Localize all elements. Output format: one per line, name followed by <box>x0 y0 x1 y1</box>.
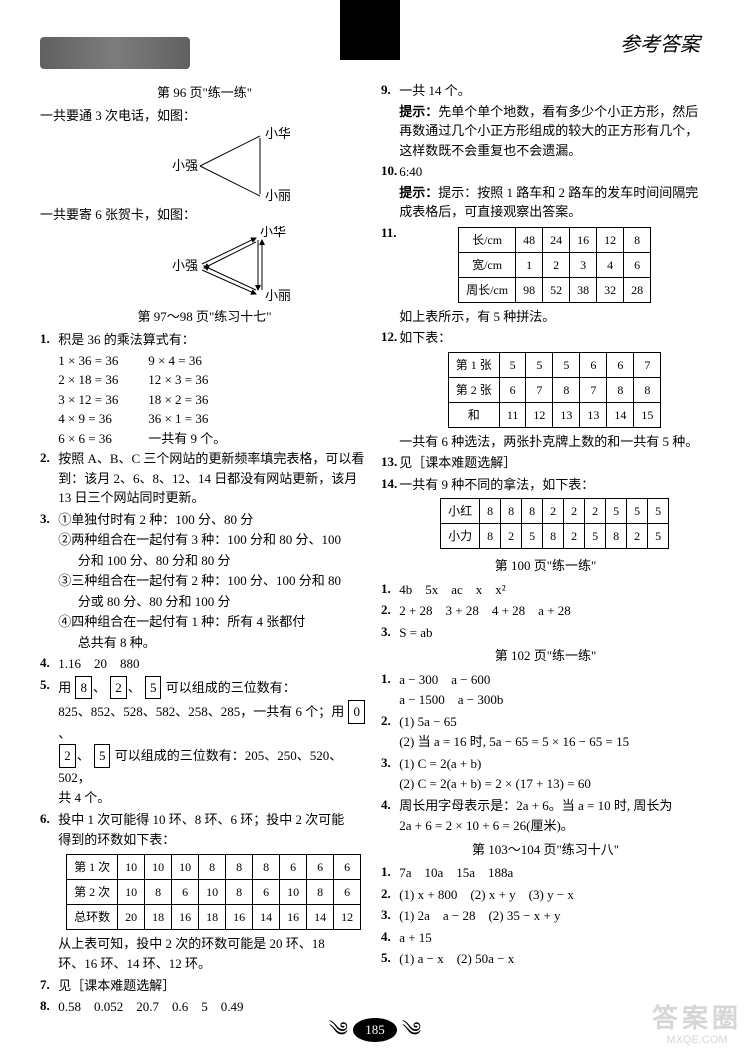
q7-text: 见［课本难题选解］ <box>58 976 369 996</box>
q10-hint: 提示：提示：按照 1 路车和 2 路车的发车时间间隔完成表格后，可直接观察出答案… <box>399 183 710 222</box>
q10-text: 6:40 <box>399 162 710 182</box>
svg-text:小丽: 小丽 <box>265 288 290 303</box>
q12-table: 第 1 张555667第 2 张678788和111213131415 <box>448 352 662 428</box>
q3-3b: 分或 80 分、80 分和 100 分 <box>58 592 369 612</box>
q6b: 得到的环数如下表： <box>58 830 369 850</box>
s100-1: 1.4b 5x ac x x² <box>381 579 710 601</box>
flourish-right-icon: ༄ <box>402 1015 421 1045</box>
digit-box: 8 <box>75 676 92 700</box>
q13-text: 见［课本难题选解］ <box>399 453 710 473</box>
s100-3: 3.S = ab <box>381 622 710 644</box>
q13: 13. 见［课本难题选解］ <box>381 452 710 474</box>
q10: 10. 6:40 提示：提示：按照 1 路车和 2 路车的发车时间间隔完成表格后… <box>381 161 710 223</box>
footer: ༄ 185 ༄ <box>0 1015 750 1045</box>
q14-table: 小红888222555小力825825825 <box>440 498 669 549</box>
q9-hint: 提示：先单个单个地数，看有多少个小正方形，然后再数通过几个小正方形组成的较大的正… <box>399 102 710 161</box>
q3-1: ①单独付时有 2 种：100 分、80 分 <box>58 510 369 530</box>
sec100-title: 第 100 页"练一练" <box>381 556 710 576</box>
svg-text:小丽: 小丽 <box>265 188 290 203</box>
q6a: 投中 1 次可能得 10 环、8 环、6 环；投中 2 次可能 <box>58 810 369 830</box>
q12-note: 一共有 6 种选法，两张扑克牌上数的和一共有 5 种。 <box>399 432 710 452</box>
phone-diagram: 小华 小强 小丽 <box>100 126 290 204</box>
page-number: 185 <box>353 1018 397 1042</box>
header-title: 参考答案 <box>620 30 700 60</box>
累: 一共有 9 种不同的拿法，如下表： <box>399 475 710 495</box>
svg-text:小强: 小强 <box>172 258 198 273</box>
sec102-title: 第 102 页"练一练" <box>381 646 710 666</box>
q5-line2: 825、852、528、582、258、285，一共有 6 个；用 0、 <box>58 700 369 743</box>
q3-2b: 分和 100 分、80 分和 80 分 <box>58 551 369 571</box>
digit-box: 5 <box>94 744 111 768</box>
q4-text: 1.16 20 880 <box>58 654 369 674</box>
q5-line3: 2、 5 可以组成的三位数有：205、250、520、502， <box>58 744 369 787</box>
sec103-title: 第 103～104 页"练习十八" <box>381 840 710 860</box>
digit-box: 5 <box>145 676 162 700</box>
q5-line1: 用 8、 2、 5 可以组成的三位数有： <box>58 676 369 700</box>
q1-equations: 1 × 36 = 369 × 4 = 362 × 18 = 3612 × 3 =… <box>58 351 369 449</box>
watermark-en: MXQE.COM <box>652 1034 742 1047</box>
watermark: 答案圈 MXQE.COM <box>652 1003 742 1047</box>
q7: 7. 见［课本难题选解］ <box>40 975 369 997</box>
s100-2: 2.2 + 28 3 + 28 4 + 28 a + 28 <box>381 600 710 622</box>
digit-box: 2 <box>59 744 76 768</box>
q3-3a: ③三种组合在一起付有 2 种：100 分、100 分和 80 <box>58 571 369 591</box>
sec-97-title: 第 97～98 页"练习十七" <box>40 307 369 327</box>
q3-4a: ④四种组合在一起付有 1 种：所有 4 张都付 <box>58 612 369 632</box>
s103-1: 1.7a 10a 15a 188a <box>381 862 710 884</box>
s102-4: 4. 周长用字母表示是：2a + 6。当 a = 10 时, 周长为 2a + … <box>381 795 710 837</box>
card-diagram: 小华 小强 小丽 <box>100 226 290 304</box>
s103-3: 3.(1) 2a a − 28 (2) 35 − x + y <box>381 905 710 927</box>
q12-intro: 如下表： <box>399 328 710 348</box>
q12: 12. 如下表： 第 1 张555667第 2 张678788和11121313… <box>381 327 710 452</box>
q11: 11. 长/cm482416128宽/cm12346周长/cm985238322… <box>381 223 710 328</box>
q9a: 一共 14 个。 <box>399 81 710 101</box>
q2: 2. 按照 A、B、C 三个网站的更新频率填完表格，可以看到：该月 2、6、8、… <box>40 448 369 509</box>
digit-box: 0 <box>348 700 365 724</box>
digit-box: 2 <box>110 676 127 700</box>
svg-text:小强: 小强 <box>172 158 198 173</box>
q11-note: 如上表所示，有 5 种拼法。 <box>399 307 710 327</box>
header: 参考答案 <box>0 0 750 80</box>
flourish-left-icon: ༄ <box>329 1015 348 1045</box>
q1-intro: 积是 36 的乘法算式有： <box>58 330 369 350</box>
sec-96-title: 第 96 页"练一练" <box>40 83 369 103</box>
q2-text: 按照 A、B、C 三个网站的更新频率填完表格，可以看到：该月 2、6、8、12、… <box>58 449 369 508</box>
s102-3: 3. (1) C = 2(a + b) (2) C = 2(a + b) = 2… <box>381 753 710 795</box>
right-column: 9. 一共 14 个。 提示：先单个单个地数，看有多少个小正方形，然后再数通过几… <box>381 80 710 1018</box>
q3-4b: 总共有 8 种。 <box>58 633 369 653</box>
s103-2: 2.(1) x + 800 (2) x + y (3) y − x <box>381 884 710 906</box>
q9: 9. 一共 14 个。 提示：先单个单个地数，看有多少个小正方形，然后再数通过几… <box>381 80 710 161</box>
center-seal <box>340 0 400 60</box>
s103-5: 5.(1) a − x (2) 50a − x <box>381 948 710 970</box>
s102-1: 1. a − 300 a − 600 a − 1500 a − 300b <box>381 669 710 711</box>
q6: 6. 投中 1 次可能得 10 环、8 环、6 环；投中 2 次可能 得到的环数… <box>40 809 369 975</box>
q5: 5. 用 8、 2、 5 可以组成的三位数有： 825、852、528、582、… <box>40 675 369 809</box>
svg-text:小华: 小华 <box>265 126 290 141</box>
ornament-left <box>40 37 190 69</box>
q11-table: 长/cm482416128宽/cm12346周长/cm9852383228 <box>458 227 651 303</box>
q14: 14. 一共有 9 种不同的拿法，如下表： 小红888222555小力82582… <box>381 474 710 554</box>
q5-line4: 共 4 个。 <box>58 788 369 808</box>
q1: 1. 积是 36 的乘法算式有： 1 × 36 = 369 × 4 = 362 … <box>40 329 369 448</box>
s102-2: 2. (1) 5a − 65 (2) 当 a = 16 时, 5a − 65 =… <box>381 711 710 753</box>
q4: 4. 1.16 20 880 <box>40 653 369 675</box>
svg-text:小华: 小华 <box>260 226 286 239</box>
q8-text: 0.58 0.052 20.7 0.6 5 0.49 <box>58 997 369 1017</box>
q3-2a: ②两种组合在一起付有 3 种：100 分和 80 分、100 <box>58 530 369 550</box>
q6d: 环、16 环、14 环、12 环。 <box>58 954 369 974</box>
left-column: 第 96 页"练一练" 一共要通 3 次电话，如图： 小华 小强 小丽 一共要寄… <box>40 80 369 1018</box>
watermark-cn: 答案圈 <box>652 1003 742 1034</box>
q6c: 从上表可知，投中 2 次的环数可能是 20 环、18 <box>58 934 369 954</box>
q3: 3. ①单独付时有 2 种：100 分、80 分 ②两种组合在一起付有 3 种：… <box>40 509 369 654</box>
sec96-intro1: 一共要通 3 次电话，如图： <box>40 106 369 126</box>
q6-table: 第 1 次101010888666第 2 次108610861086总环数201… <box>66 854 361 930</box>
s103-4: 4.a + 15 <box>381 927 710 949</box>
sec96-intro2: 一共要寄 6 张贺卡，如图： <box>40 205 369 225</box>
